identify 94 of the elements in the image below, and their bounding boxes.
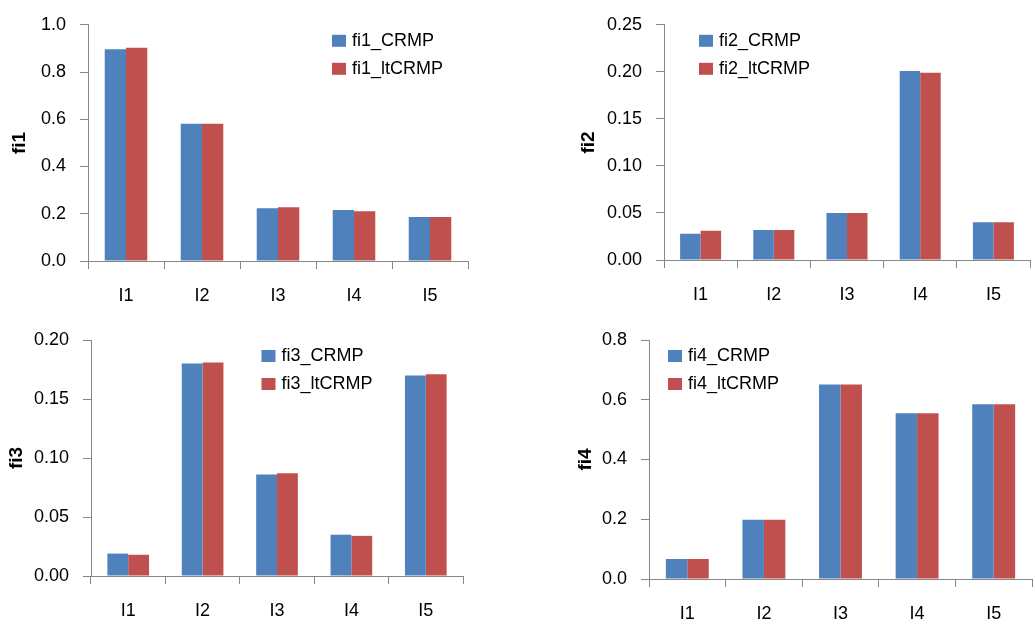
x-tick-label: I3 <box>269 599 285 620</box>
bar <box>993 404 1016 579</box>
bar <box>819 384 841 579</box>
x-tick-label: I4 <box>343 599 359 620</box>
y-tick-label: 1.0 <box>40 13 66 34</box>
bar <box>917 413 939 579</box>
bar <box>277 473 298 576</box>
bar <box>763 519 786 579</box>
y-tick-label: 0.2 <box>40 202 66 223</box>
y-tick-label: 0.6 <box>40 108 66 129</box>
y-tick-label: 0.25 <box>606 13 642 34</box>
x-tick-label: I5 <box>422 284 438 305</box>
bar <box>126 47 148 261</box>
bar <box>181 363 203 576</box>
bar <box>687 558 709 579</box>
x-tick-label: I2 <box>756 602 772 623</box>
y-tick-label: 0.10 <box>606 154 642 175</box>
y-tick-label: 0.8 <box>601 328 627 349</box>
x-tick-label: I2 <box>766 283 782 304</box>
x-tick-label: I4 <box>909 602 925 623</box>
bar <box>330 534 352 576</box>
bar <box>107 553 129 576</box>
bar <box>665 558 688 579</box>
y-axis-title: fi2 <box>576 131 598 154</box>
y-tick-label: 0.6 <box>601 388 627 409</box>
y-tick-label: 0.05 <box>606 201 642 222</box>
y-axis-title: fi4 <box>573 447 595 471</box>
bar <box>128 554 150 576</box>
x-tick-label: I3 <box>832 602 849 623</box>
bar <box>104 49 126 261</box>
bar <box>840 384 862 579</box>
x-tick-label: I1 <box>693 283 709 304</box>
y-tick-label: 0.4 <box>601 448 627 469</box>
x-tick-label: I3 <box>270 284 286 305</box>
y-tick-label: 0.10 <box>33 446 69 467</box>
x-tick-label: I1 <box>118 284 134 305</box>
bar <box>972 404 994 579</box>
y-tick-label: 0.8 <box>40 61 66 82</box>
bar <box>430 217 452 261</box>
legend-label: fi1_ltCRMP <box>351 57 444 79</box>
x-tick-label: I1 <box>679 602 695 623</box>
bar <box>753 229 774 260</box>
y-tick-label: 0.0 <box>40 249 66 270</box>
bar <box>920 72 941 260</box>
bar <box>408 217 430 261</box>
bar <box>256 208 278 261</box>
bar <box>256 474 277 576</box>
x-tick-label: I4 <box>346 284 362 305</box>
bar <box>899 70 921 260</box>
bar <box>404 375 426 576</box>
bar <box>202 123 224 261</box>
y-tick-label: 0.00 <box>606 248 642 269</box>
x-tick-label: I5 <box>418 599 434 620</box>
x-tick-label: I5 <box>986 602 1002 623</box>
legend-label: fi4_CRMP <box>688 344 771 366</box>
y-tick-label: 0.20 <box>606 60 642 81</box>
y-tick-label: 0.00 <box>33 564 69 585</box>
bar <box>332 209 354 261</box>
y-tick-label: 0.4 <box>40 155 66 176</box>
legend-label: fi2_CRMP <box>719 29 802 51</box>
x-tick-label: I4 <box>912 283 928 304</box>
bar <box>278 207 300 261</box>
bar <box>972 222 994 260</box>
bar <box>847 212 868 260</box>
bar <box>742 519 764 579</box>
bar <box>202 362 224 576</box>
legend-label: fi3_CRMP <box>281 344 364 366</box>
y-tick-label: 0.15 <box>606 107 642 128</box>
y-tick-label: 0.05 <box>33 505 69 526</box>
x-tick-label: I2 <box>194 284 210 305</box>
legend-label: fi1_CRMP <box>351 29 435 51</box>
x-tick-label: I5 <box>985 283 1001 304</box>
x-tick-label: I2 <box>195 599 211 620</box>
bar <box>993 222 1014 260</box>
legend-label: fi3_ltCRMP <box>281 372 373 394</box>
x-tick-label: I1 <box>120 599 136 620</box>
y-tick-label: 0.15 <box>33 387 69 408</box>
y-axis-title: fi3 <box>4 446 26 470</box>
bar <box>895 413 918 579</box>
legend-label: fi2_ltCRMP <box>719 57 811 79</box>
bar <box>826 212 847 260</box>
y-tick-label: 0.0 <box>601 567 627 588</box>
y-tick-label: 0.2 <box>601 508 627 529</box>
bar <box>680 233 701 260</box>
legend-label: fi4_ltCRMP <box>688 372 780 394</box>
y-axis-title: fi1 <box>7 131 29 154</box>
bar <box>773 229 795 260</box>
bar <box>354 211 376 261</box>
bar <box>180 123 202 261</box>
bar <box>351 535 373 576</box>
bar <box>425 374 447 576</box>
y-tick-label: 0.20 <box>33 328 69 349</box>
bar <box>700 230 722 260</box>
x-tick-label: I3 <box>839 283 855 304</box>
